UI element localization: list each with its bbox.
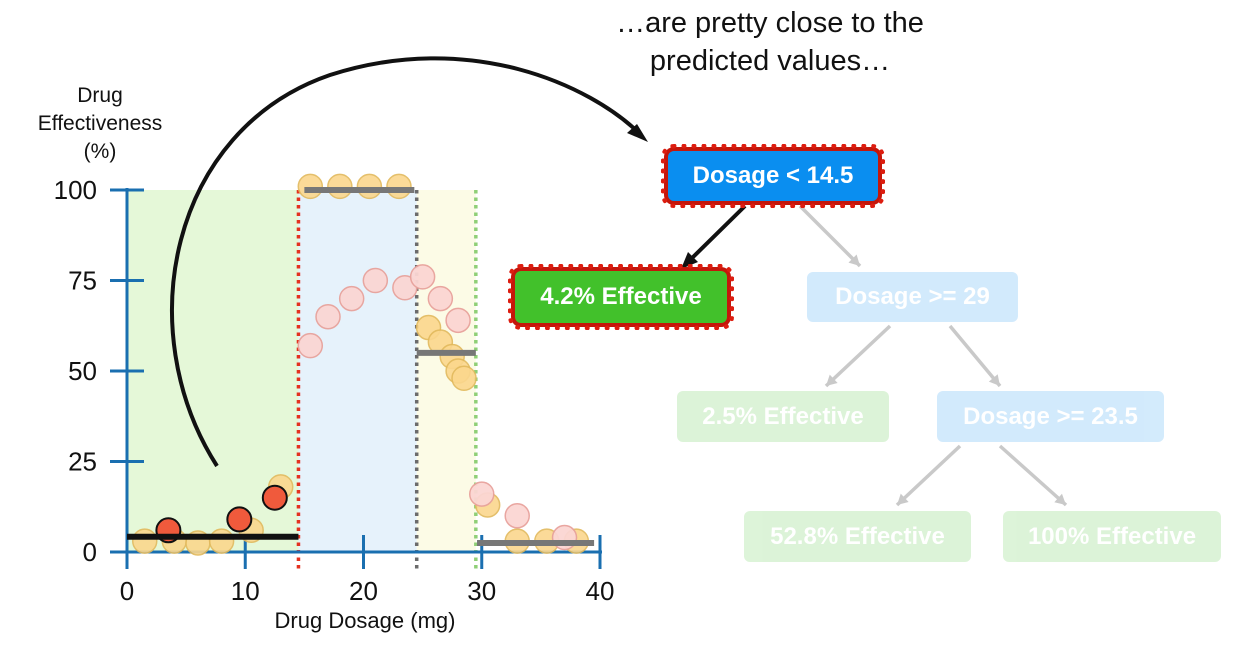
tree-edge-faded xyxy=(824,324,892,388)
tree-edge-faded-head xyxy=(848,254,860,266)
tree-edge-faded xyxy=(998,444,1068,507)
data-point xyxy=(297,332,324,359)
data-points xyxy=(131,173,590,556)
data-point xyxy=(297,173,324,200)
data-point xyxy=(445,307,471,334)
tree-edge-active-head xyxy=(681,252,698,269)
x-tick-label: 10 xyxy=(231,576,260,606)
region-shading xyxy=(127,190,476,552)
data-point xyxy=(362,267,389,294)
data-point xyxy=(469,481,495,507)
curved-arrowhead xyxy=(627,124,648,142)
region-band xyxy=(298,190,417,552)
data-point xyxy=(427,285,454,312)
data-point xyxy=(504,503,530,529)
y-tick-label: 0 xyxy=(83,537,97,567)
data-point xyxy=(226,506,253,533)
caption-text: …are pretty close to the predicted value… xyxy=(560,4,980,80)
y-tick-label: 50 xyxy=(68,356,97,386)
y-tick-label: 25 xyxy=(68,447,97,477)
data-point xyxy=(356,173,383,200)
data-point xyxy=(315,303,341,330)
curved-arrow xyxy=(170,56,642,468)
x-tick-label: 0 xyxy=(120,576,134,606)
data-point xyxy=(386,173,412,200)
y-axis-label-line: Effectiveness xyxy=(37,112,163,135)
prediction-lines xyxy=(127,187,595,546)
y-axis-label: Drug Effectiveness (%) xyxy=(20,82,180,166)
tree-edge-faded-head xyxy=(897,493,909,505)
data-point xyxy=(261,484,288,511)
caption-line-2: predicted values… xyxy=(649,45,891,77)
tree-leaf-4: 100% Effective xyxy=(1003,511,1221,562)
data-point xyxy=(327,173,353,200)
tree-node-split-3: Dosage >= 23.5 xyxy=(937,391,1164,442)
x-axis-label: Drug Dosage (mg) xyxy=(274,608,456,633)
tree-node-root: Dosage < 14.5 xyxy=(661,144,885,208)
tree-edge-faded xyxy=(798,204,862,268)
x-tick-label: 20 xyxy=(349,576,378,606)
y-tick-label: 75 xyxy=(68,266,97,296)
y-axis-label-line: Drug xyxy=(77,84,123,107)
data-point xyxy=(208,528,235,554)
data-point xyxy=(131,528,158,554)
data-point xyxy=(451,365,477,391)
tree-edge-faded-head xyxy=(1054,493,1066,505)
tree-edge-faded xyxy=(895,444,962,507)
tree-node-right-split: Dosage >= 29 xyxy=(807,272,1018,322)
tree-edge-faded xyxy=(948,324,1002,388)
data-point xyxy=(409,264,436,290)
tree-leaf-2: 2.5% Effective xyxy=(677,391,889,442)
tree-edge-faded-head xyxy=(988,374,1000,386)
data-point xyxy=(338,285,365,312)
y-axis-label-line: (%) xyxy=(83,140,117,163)
tree-edge-active xyxy=(686,204,747,264)
annotation-arrows xyxy=(170,56,1068,507)
y-tick-label: 100 xyxy=(54,175,97,205)
tree-leaf-left: 4.2% Effective xyxy=(508,264,734,330)
caption-line-1: …are pretty close to the xyxy=(616,7,924,39)
x-tick-label: 30 xyxy=(467,576,496,606)
x-tick-label: 40 xyxy=(586,576,615,606)
tree-leaf-3: 52.8% Effective xyxy=(744,511,971,562)
tree-edge-faded-head xyxy=(826,374,838,386)
